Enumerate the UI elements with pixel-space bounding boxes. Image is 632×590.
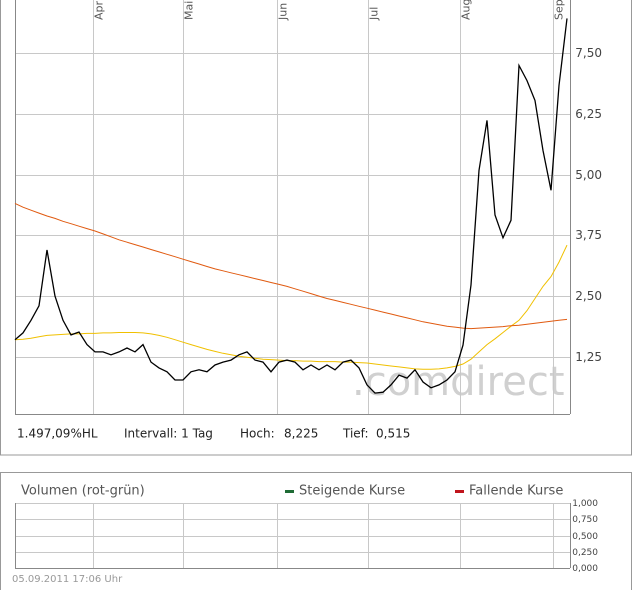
price-line (14, 18, 568, 394)
price-line (14, 202, 568, 330)
y-tick-label: 0,000 (572, 564, 598, 574)
price-line (14, 244, 568, 370)
y-tick-label: 7,50 (575, 46, 602, 60)
y-tick-label: 0,750 (572, 515, 598, 525)
legend-swatch (455, 490, 464, 493)
footer-low: 0,515 (376, 427, 410, 441)
y-tick-label: 5,00 (575, 168, 602, 182)
y-tick-label: 6,25 (575, 107, 602, 121)
y-tick-label: 3,75 (575, 228, 602, 242)
footer-interval: Intervall: 1 Tag (124, 427, 213, 441)
volume-title: Volumen (rot-grün) (21, 484, 145, 499)
y-tick-label: 1,25 (575, 350, 602, 364)
x-tick-label: Mai (183, 1, 196, 20)
y-tick-label: 0,500 (572, 532, 598, 542)
footer-high: 8,225 (284, 427, 318, 441)
y-tick-label: 1,000 (572, 499, 598, 509)
x-tick-label: Sep (553, 0, 566, 20)
legend-label: Fallende Kurse (469, 484, 563, 499)
legend-label: Steigende Kurse (299, 484, 405, 499)
x-tick-label: Jul (368, 7, 381, 21)
legend-swatch (285, 490, 294, 493)
x-tick-label: Apr (93, 0, 106, 20)
footer-low-label: Tief: (342, 427, 369, 441)
x-tick-label: Jun (277, 3, 290, 21)
timestamp: 05.09.2011 17:06 Uhr (12, 574, 123, 585)
footer-hl: 1.497,09%HL (17, 427, 98, 441)
footer-high-label: Hoch: (240, 427, 275, 441)
watermark: .comdirect (352, 359, 565, 405)
x-tick-label: Aug (460, 0, 473, 20)
y-tick-label: 2,50 (575, 289, 602, 303)
y-tick-label: 0,250 (572, 548, 598, 558)
